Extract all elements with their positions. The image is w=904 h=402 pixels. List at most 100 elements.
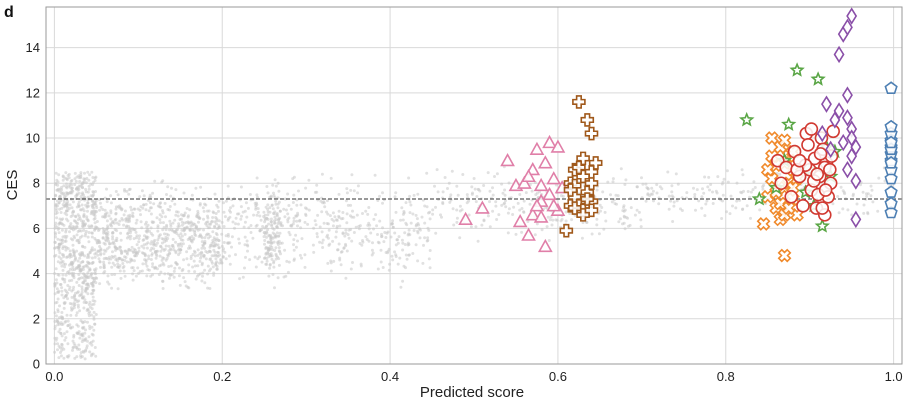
data-point: [537, 238, 553, 253]
background-point: [109, 209, 113, 213]
background-point: [108, 242, 112, 246]
background-point: [59, 199, 63, 203]
background-point: [414, 213, 418, 217]
background-point: [595, 188, 599, 192]
background-point: [229, 206, 232, 210]
background-point: [175, 232, 179, 236]
background-point: [217, 239, 221, 243]
background-point: [412, 193, 416, 197]
background-point: [271, 226, 275, 230]
background-point: [455, 216, 459, 220]
data-point: [813, 147, 828, 161]
background-point: [60, 286, 64, 290]
background-point: [274, 199, 278, 203]
background-point: [641, 182, 645, 186]
background-point: [273, 286, 276, 290]
background-point: [611, 180, 615, 184]
background-point: [59, 354, 63, 358]
background-point: [262, 235, 266, 239]
background-point: [491, 209, 495, 213]
background-point: [102, 257, 106, 261]
background-point: [60, 228, 64, 232]
background-point: [270, 204, 274, 207]
background-point: [56, 297, 60, 301]
background-point: [68, 323, 72, 327]
background-point: [734, 206, 738, 210]
background-point: [440, 215, 443, 219]
data-point: [814, 218, 831, 233]
background-point: [256, 210, 260, 214]
background-point: [106, 274, 110, 278]
background-point: [189, 257, 193, 261]
background-point: [68, 279, 71, 283]
background-point: [116, 247, 120, 251]
background-point: [851, 194, 855, 198]
background-point: [216, 251, 220, 254]
data-point: [779, 160, 793, 175]
background-point: [404, 221, 408, 225]
background-point: [91, 291, 95, 295]
background-point: [86, 271, 90, 275]
background-point: [86, 283, 90, 287]
background-point: [82, 300, 86, 304]
background-point: [200, 240, 204, 244]
background-point: [82, 215, 86, 219]
x-tick-label: 0.2: [213, 369, 231, 384]
background-point: [242, 225, 246, 229]
background-point: [110, 286, 114, 290]
background-point: [92, 302, 96, 306]
background-point: [56, 273, 60, 276]
background-point: [149, 232, 153, 235]
background-point: [179, 242, 183, 246]
background-point: [405, 257, 409, 261]
background-point: [54, 314, 58, 318]
background-point: [721, 180, 725, 184]
background-point: [85, 286, 89, 290]
background-point: [82, 177, 86, 181]
background-point: [161, 211, 165, 215]
background-point: [292, 243, 295, 247]
background-point: [877, 176, 881, 180]
background-point: [389, 235, 393, 239]
background-point: [54, 278, 58, 282]
background-point: [458, 204, 462, 208]
background-point: [133, 254, 137, 258]
background-point: [217, 209, 220, 213]
background-point: [506, 231, 510, 235]
data-point: [777, 248, 792, 263]
data-point: [884, 185, 898, 198]
background-point: [87, 335, 91, 339]
background-point: [869, 194, 873, 198]
background-point: [194, 186, 198, 190]
background-point: [192, 237, 196, 240]
background-point: [87, 231, 91, 234]
background-point: [73, 293, 77, 297]
background-point: [76, 266, 80, 270]
background-point: [237, 237, 241, 241]
background-point: [320, 210, 324, 214]
background-point: [168, 274, 172, 277]
background-point: [360, 243, 364, 247]
background-point: [367, 206, 371, 209]
background-point: [134, 274, 138, 278]
background-point: [135, 243, 139, 247]
background-point: [635, 208, 639, 212]
background-point: [179, 232, 183, 236]
background-point: [155, 216, 159, 220]
background-point: [381, 266, 385, 269]
background-point: [520, 230, 524, 234]
background-point: [159, 245, 163, 249]
background-point: [82, 213, 86, 216]
background-point: [138, 208, 142, 212]
background-point: [180, 220, 184, 224]
background-point: [738, 198, 742, 202]
background-point: [135, 218, 139, 222]
background-point: [722, 177, 726, 181]
background-point: [501, 191, 505, 195]
background-point: [83, 298, 87, 302]
background-point: [180, 244, 184, 248]
background-point: [70, 260, 74, 264]
background-point: [85, 344, 89, 348]
background-point: [90, 246, 94, 250]
background-point: [77, 284, 81, 287]
